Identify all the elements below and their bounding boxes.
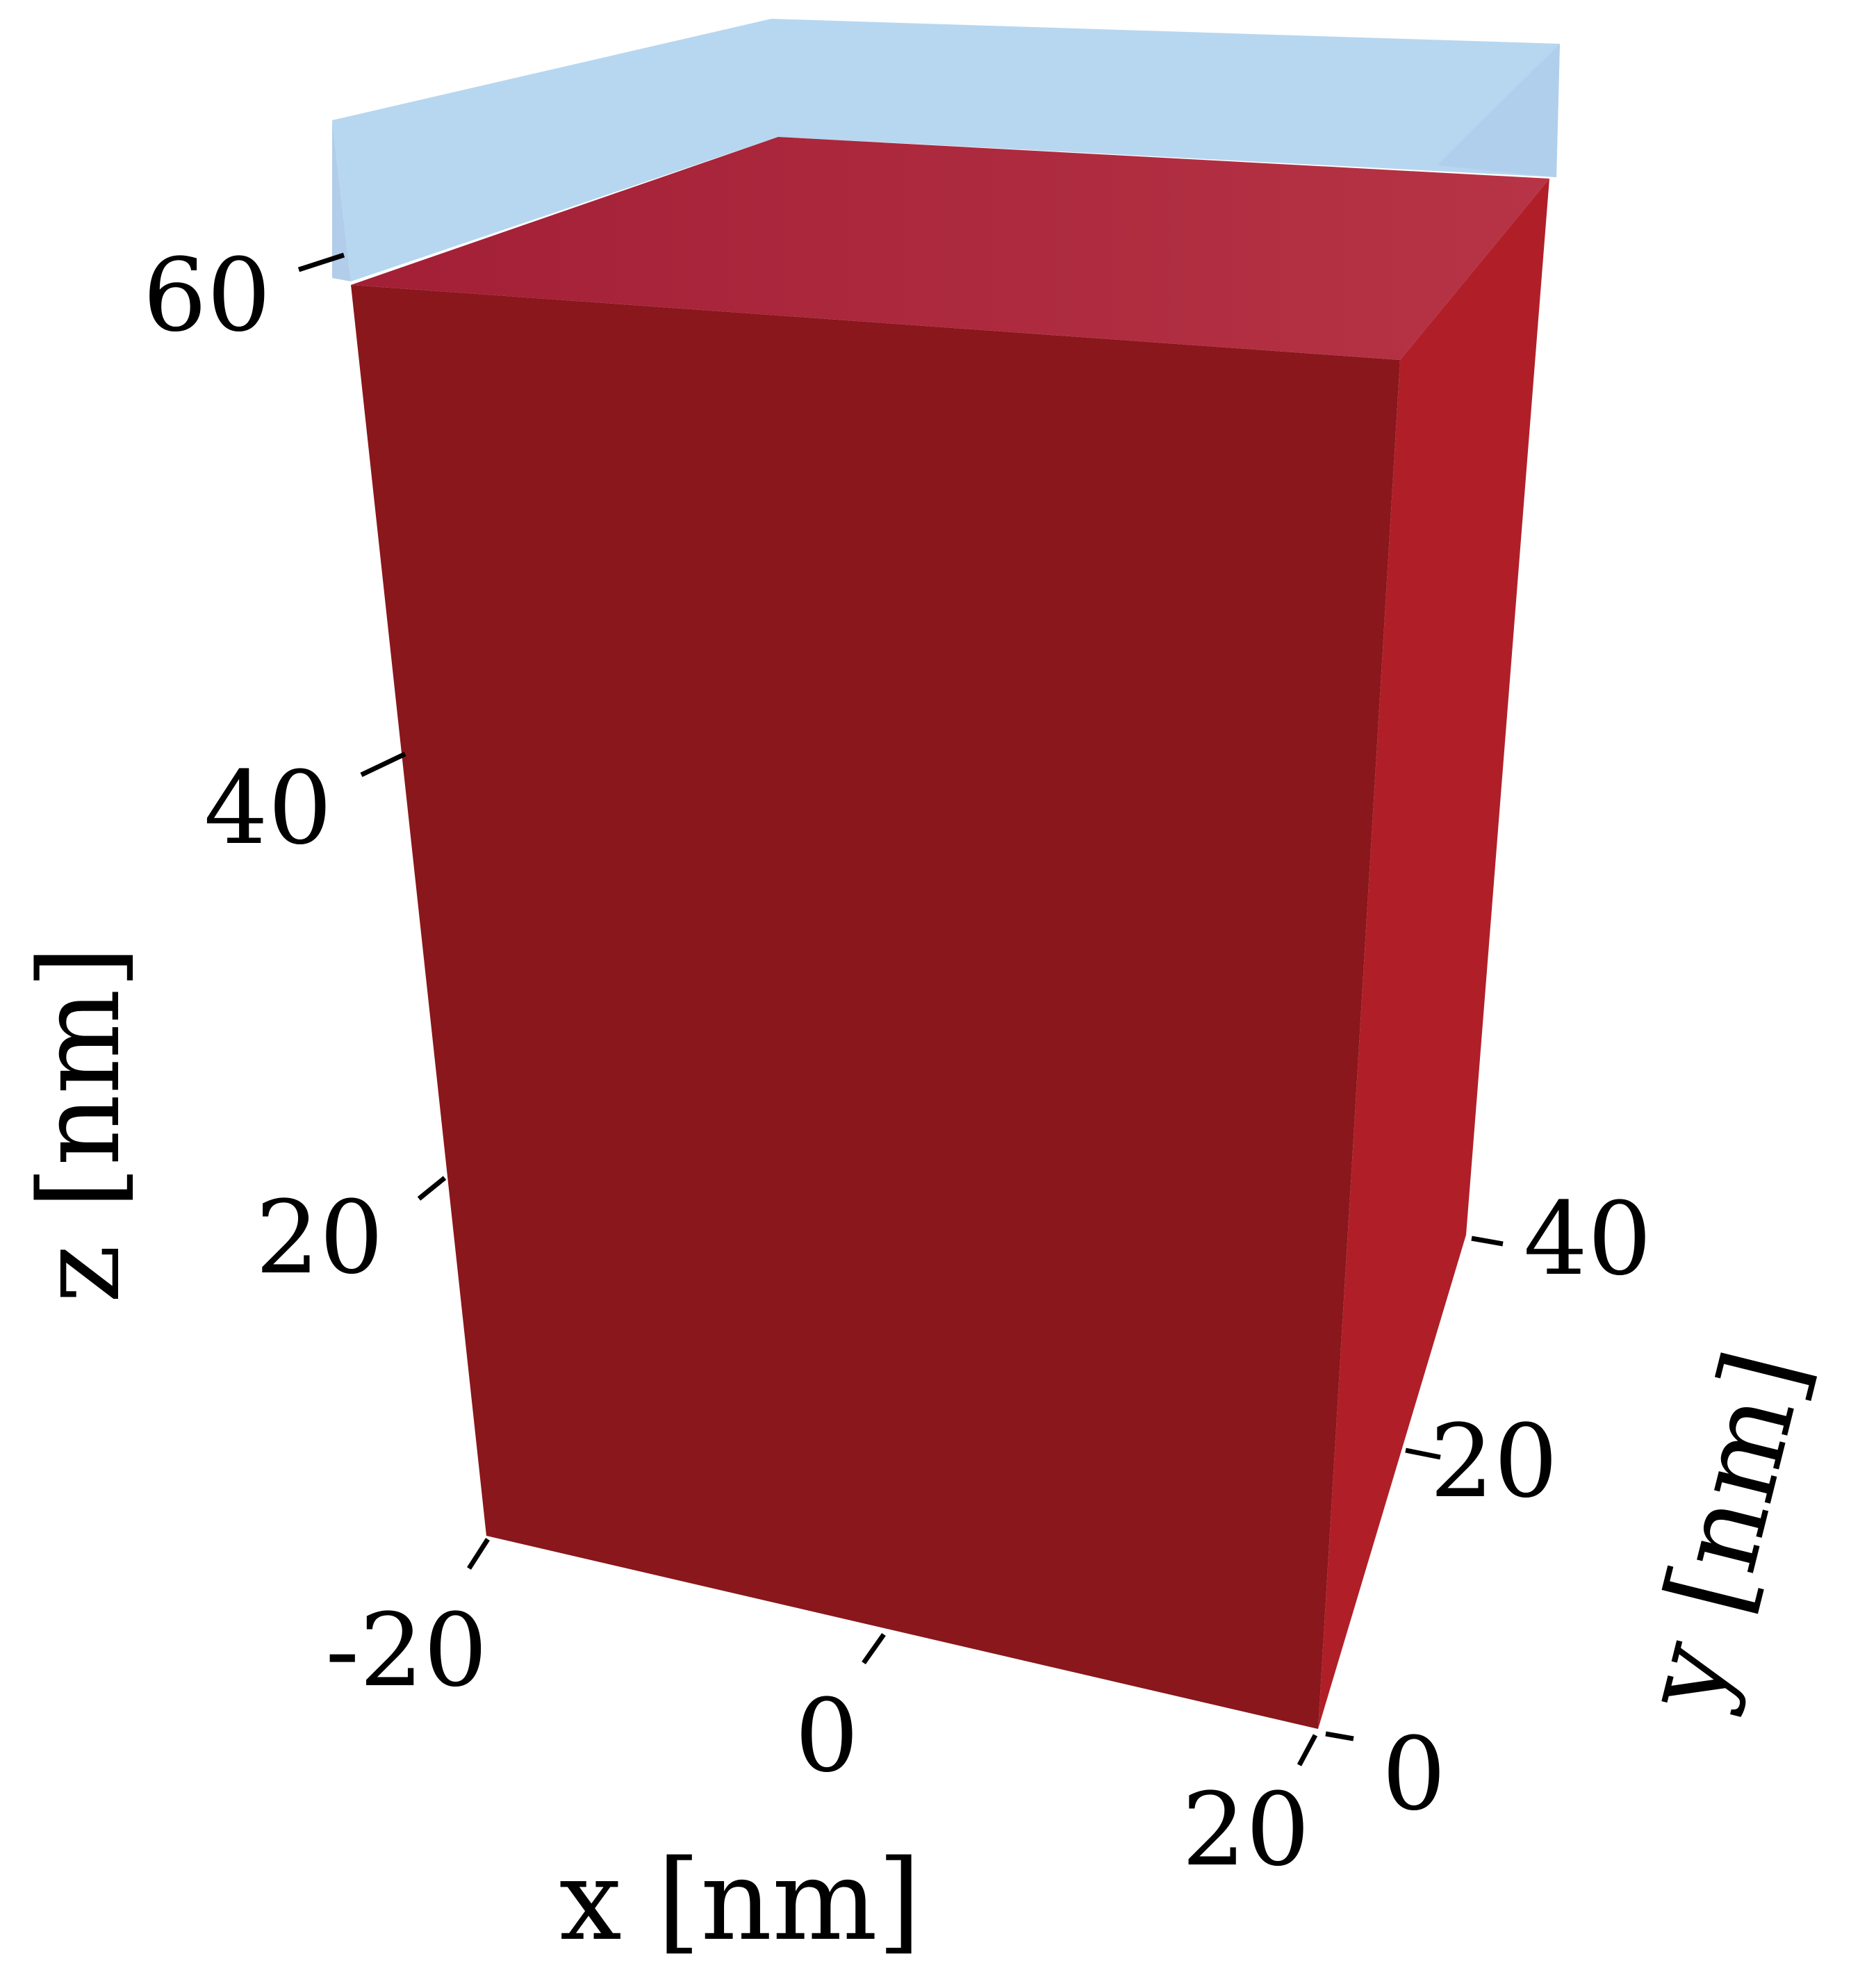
x-tick-minus20 (467, 1538, 490, 1570)
top-layer-surface (332, 19, 1560, 281)
z-tick-label-40: 40 (204, 750, 332, 867)
z-tick-label-20: 20 (255, 1179, 384, 1297)
z-axis: 60 40 20 z [nm] (15, 237, 447, 1304)
y-tick-0 (1325, 1731, 1354, 1741)
top-layer-side-right (1437, 44, 1560, 177)
x-tick-label-0: 0 (795, 1678, 859, 1795)
x-tick-20 (1297, 1734, 1318, 1766)
top-layer-front-sliver (332, 120, 351, 281)
z-tick-20 (417, 1176, 447, 1201)
block-right-face (1318, 179, 1549, 1729)
red-block (351, 137, 1549, 1729)
x-tick-label-20: 20 (1182, 1771, 1310, 1889)
block-top-face (351, 137, 1549, 360)
y-tick-label-0: 0 (1382, 1716, 1446, 1833)
y-tick-40 (1471, 1236, 1504, 1247)
block-front-face (351, 285, 1400, 1729)
z-axis-label: z [nm] (15, 946, 145, 1304)
x-tick-0 (862, 1632, 886, 1665)
x-axis-label: x [nm] (559, 1835, 921, 1965)
x-axis: -20 0 20 x [nm] (325, 1538, 1318, 1965)
z-tick-60 (297, 252, 345, 272)
x-tick-label-minus20: -20 (325, 1592, 488, 1709)
y-tick-label-20: 20 (1430, 1403, 1558, 1520)
y-tick-20 (1405, 1448, 1441, 1460)
z-tick-40 (360, 751, 406, 778)
y-tick-label-40: 40 (1524, 1181, 1652, 1298)
top-layer (332, 19, 1560, 281)
z-tick-label-60: 60 (142, 237, 271, 354)
y-axis-label: y [nm] (1617, 1338, 1831, 1722)
